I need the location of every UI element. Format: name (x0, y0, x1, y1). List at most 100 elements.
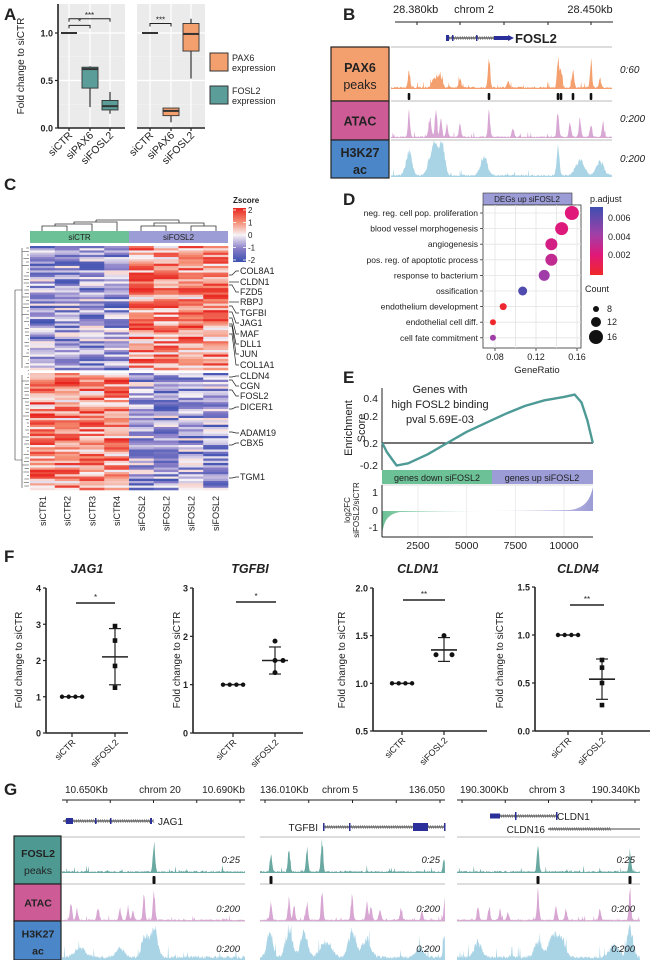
track-label-box (330, 46, 390, 102)
h3k27ac-signal (62, 925, 245, 960)
gene-hatch (453, 35, 455, 41)
heatmap-cell (104, 336, 130, 340)
heatmap-cell (30, 382, 56, 385)
heatmap-cell (129, 427, 155, 430)
heatmap-cell (153, 252, 179, 256)
heatmap-cell (153, 327, 179, 331)
heatmap-cell (30, 268, 56, 271)
gene-hatch (565, 826, 567, 832)
heatmap-cell (104, 341, 130, 344)
heatmap-cell (79, 341, 105, 344)
heatmap-cell (203, 339, 229, 342)
heatmap-cell (79, 413, 105, 417)
gene-hatch (337, 824, 340, 830)
heatmap-cell (203, 447, 229, 450)
gene-hatch (609, 826, 611, 832)
gene-label: JUN (240, 349, 258, 359)
heatmap-cell (178, 279, 204, 282)
heatmap-cell (178, 449, 204, 453)
heatmap-cell (79, 272, 105, 276)
heatmap-cell (203, 458, 229, 462)
h3k27ac-signal (391, 141, 612, 177)
significance-bracket (68, 24, 91, 29)
heatmap-cell (203, 321, 229, 324)
significance-bracket (68, 18, 111, 22)
heatmap-cell (153, 339, 179, 342)
heatmap-cell (30, 358, 56, 362)
y-axis-label: siFOSL2/siCTR (352, 482, 361, 538)
gene-label: JAG1 (240, 318, 263, 328)
term-label: ossification (436, 286, 478, 296)
gene-hatch (379, 824, 382, 830)
heatmap-cell (30, 469, 56, 473)
track-label: peaks (343, 78, 376, 92)
gene-hatch (522, 813, 525, 819)
heatmap-cell (129, 294, 155, 298)
column-label: siCTR1 (38, 496, 48, 526)
heatmap-cell (178, 323, 204, 327)
heatmap-cell (104, 358, 130, 362)
cldn1-gene-exon (556, 812, 558, 820)
heatmap-cell (129, 316, 155, 320)
heatmap-cell (104, 290, 130, 293)
heatmap-cell (54, 384, 80, 387)
heatmap-cell (129, 350, 155, 353)
heatmap-cell (54, 336, 80, 340)
heatmap-cell (178, 427, 204, 430)
heatmap-cell (129, 483, 155, 486)
heatmap-cell (129, 330, 155, 333)
heatmap-cell (79, 442, 105, 446)
gene-hatch (117, 818, 120, 824)
x-tick-label: 0.12 (527, 352, 545, 362)
column-label: siFOSL2 (186, 496, 196, 531)
heatmap-cell (178, 312, 204, 315)
heatmap-cell (79, 352, 105, 355)
track-scale: 0:200 (416, 944, 440, 955)
gene-hatch (582, 826, 585, 832)
heatmap-cell (104, 345, 130, 349)
heatmap-cell (54, 250, 80, 253)
gene-hatch (492, 35, 495, 41)
heatmap-cell (30, 456, 56, 459)
heatmap-cell (178, 299, 204, 302)
gene-hatch (86, 818, 89, 824)
heatmap-cell (79, 323, 105, 327)
atac-signal (260, 892, 445, 921)
heatmap-cell (54, 454, 80, 457)
heatmap-cell (30, 299, 56, 302)
gene-hatch (364, 824, 366, 830)
heatmap-cell (153, 367, 179, 371)
heatmap-cell (54, 285, 80, 289)
heatmap-cell (178, 332, 204, 335)
heatmap-cell (104, 379, 130, 383)
heatmap-cell (203, 254, 229, 258)
heatmap-cell (54, 424, 80, 428)
term-label: cell fate commitment (400, 333, 479, 343)
heatmap-cell (54, 334, 80, 338)
heatmap-cell (104, 447, 130, 450)
heatmap-cell (129, 250, 155, 253)
heatmap-cell (30, 308, 56, 311)
heatmap-cell (79, 319, 105, 322)
gene-hatch (115, 818, 117, 824)
y-axis-label: Fold change to siCTR (14, 612, 25, 709)
data-point-siCTR (569, 632, 574, 638)
heatmap-cell (54, 379, 80, 383)
heatmap-cell (79, 327, 105, 331)
heatmap-cell (104, 406, 130, 410)
heatmap-cell (79, 354, 105, 358)
heatmap-cell (30, 279, 56, 282)
heatmap-cell (30, 449, 56, 453)
gene-hatch (595, 826, 598, 832)
panel-label: B (343, 5, 355, 24)
heatmap-cell (203, 436, 229, 439)
heatmap-cell (104, 301, 130, 304)
heatmap-cell (153, 424, 179, 428)
heatmap-cell (153, 442, 179, 446)
heatmap-cell (153, 411, 179, 414)
legend-label: expression (232, 63, 276, 73)
heatmap-cell (129, 358, 155, 362)
heatmap-cell (178, 319, 204, 322)
gene-label: DICER1 (240, 402, 273, 412)
y-tick-label: 0.2 (363, 411, 378, 423)
